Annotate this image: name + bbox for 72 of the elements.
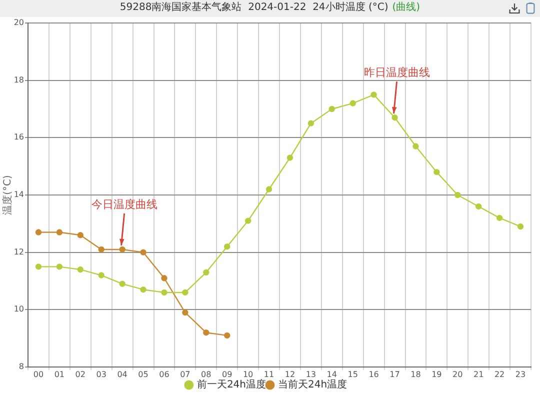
y-tick-label: 20: [14, 18, 24, 28]
point: [266, 186, 272, 192]
x-tick-label: 20: [452, 370, 463, 379]
point: [182, 289, 188, 296]
point: [77, 232, 84, 238]
point: [35, 264, 42, 270]
x-tick-label: 00: [33, 370, 44, 379]
point: [224, 244, 230, 250]
point: [454, 192, 461, 198]
x-tick-label: 07: [180, 370, 190, 379]
point: [203, 330, 210, 336]
point: [203, 269, 210, 276]
y-tick-label: 8: [18, 362, 24, 372]
point: [140, 249, 146, 256]
x-tick-label: 03: [96, 370, 106, 379]
x-tick-label: 14: [326, 370, 337, 379]
point: [412, 143, 419, 150]
x-tick-label: 15: [348, 370, 358, 379]
x-tick-label: 22: [494, 370, 505, 379]
y-axis-title: 温度(°C): [2, 175, 14, 215]
legend-label: 前一天24h温度: [196, 378, 266, 391]
point: [308, 120, 314, 126]
point: [350, 100, 356, 106]
point: [77, 266, 84, 273]
point: [328, 106, 335, 112]
x-tick-label: 05: [138, 370, 148, 379]
point: [98, 246, 104, 253]
legend-label: 当前天24h温度: [278, 378, 348, 391]
x-tick-label: 01: [54, 370, 65, 379]
y-tick-label: 16: [14, 132, 24, 142]
chart-title: 59288南海国家基本气象站 2024-01-22 24小时温度 (°C): [120, 2, 388, 13]
x-tick-label: 11: [264, 370, 274, 379]
point: [56, 264, 63, 270]
point: [392, 114, 398, 121]
point: [98, 272, 104, 278]
point: [119, 280, 126, 287]
point: [161, 289, 168, 296]
annotation: 昨日温度曲线: [364, 66, 430, 79]
x-tick-label: 06: [159, 370, 170, 379]
x-tick-label: 23: [515, 370, 526, 379]
point: [224, 332, 230, 339]
point: [370, 92, 377, 98]
y-tick-label: 10: [14, 304, 24, 314]
chart-subtitle: (曲线): [392, 2, 420, 13]
point: [286, 154, 294, 161]
point: [517, 223, 524, 230]
y-tick-label: 18: [14, 75, 24, 84]
point: [182, 309, 188, 316]
point: [434, 168, 440, 176]
x-tick-label: 13: [306, 370, 316, 379]
x-tick-label: 04: [117, 370, 128, 379]
x-tick-label: 10: [242, 370, 254, 379]
x-tick-label: 19: [432, 370, 442, 379]
point: [56, 229, 63, 236]
point: [119, 246, 126, 253]
point: [161, 275, 168, 282]
point: [140, 286, 146, 293]
x-tick-label: 16: [368, 370, 379, 379]
point: [476, 203, 482, 210]
x-tick-label: 21: [474, 370, 484, 379]
annotation: 今日温度曲线: [91, 198, 158, 211]
x-tick-label: 18: [410, 370, 421, 379]
x-tick-label: 17: [390, 370, 400, 379]
point: [35, 229, 42, 236]
y-tick-label: 14: [14, 190, 24, 200]
y-tick-label: 12: [14, 247, 24, 256]
x-tick-label: 02: [75, 370, 86, 379]
point: [496, 214, 503, 222]
x-tick-label: 09: [222, 370, 232, 379]
x-tick-label: 12: [284, 370, 296, 379]
point: [244, 218, 252, 224]
x-tick-label: 08: [201, 370, 212, 379]
